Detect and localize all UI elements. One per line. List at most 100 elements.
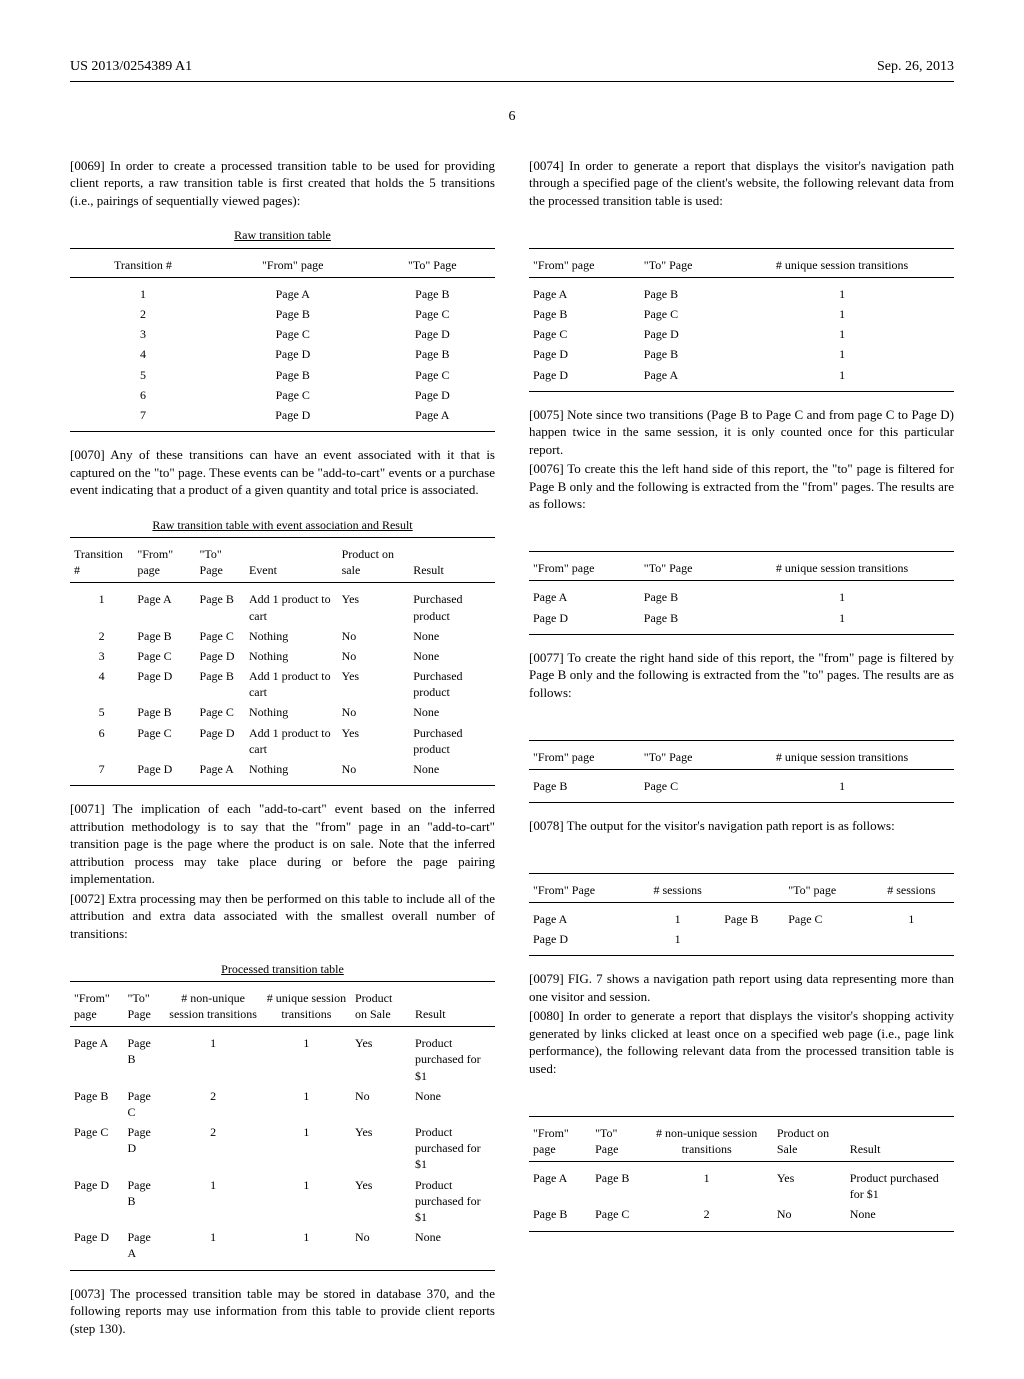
para-number: [0078] bbox=[529, 818, 564, 833]
table-row: 2Page BPage CNothingNoNone bbox=[70, 626, 495, 646]
col-header: "To" Page bbox=[640, 552, 730, 581]
table-row: Page D1 bbox=[529, 929, 954, 956]
table-row: Page DPage B1 bbox=[529, 344, 954, 364]
table-row: 5Page BPage C bbox=[70, 365, 495, 385]
col-header: Result bbox=[411, 981, 495, 1026]
page-number: 6 bbox=[70, 108, 954, 127]
col-header: Result bbox=[846, 1116, 954, 1161]
raw-transition-event-table: Raw transition table with event associat… bbox=[70, 517, 495, 786]
table-row: Page BPage C1 bbox=[529, 769, 954, 802]
processed-transition-table: Processed transition table "From" page "… bbox=[70, 961, 495, 1271]
para-text: Any of these transitions can have an eve… bbox=[70, 447, 495, 497]
col-header: Product on Sale bbox=[773, 1116, 846, 1161]
para-number: [0072] bbox=[70, 891, 105, 906]
table-top-rule bbox=[529, 227, 954, 248]
col-header: "To" page bbox=[784, 873, 869, 902]
para-text: Note since two transitions (Page B to Pa… bbox=[529, 407, 954, 457]
nav-path-output-table: "From" Page # sessions "To" page # sessi… bbox=[529, 853, 954, 957]
table-row: Page APage B11YesProduct purchased for $… bbox=[70, 1027, 495, 1086]
para-number: [0077] bbox=[529, 650, 564, 665]
col-header: "To" Page bbox=[124, 981, 165, 1026]
para-number: [0073] bbox=[70, 1286, 105, 1301]
col-header: "To" Page bbox=[196, 537, 245, 582]
col-header: "To" Page bbox=[640, 740, 730, 769]
col-header: "To" Page bbox=[370, 248, 495, 277]
col-header: Transition # bbox=[70, 248, 216, 277]
two-column-layout: [0069] In order to create a processed tr… bbox=[70, 157, 954, 1339]
table-row: Page A1Page BPage C1 bbox=[529, 902, 954, 929]
left-column: [0069] In order to create a processed tr… bbox=[70, 157, 495, 1339]
patent-page: US 2013/0254389 A1 Sep. 26, 2013 6 [0069… bbox=[0, 0, 1024, 1379]
paragraph-72: [0072] Extra processing may then be perf… bbox=[70, 890, 495, 943]
para-number: [0074] bbox=[529, 158, 564, 173]
table-top-rule bbox=[529, 719, 954, 740]
para-text: To create the right hand side of this re… bbox=[529, 650, 954, 700]
col-header: "From" page bbox=[529, 248, 640, 277]
paragraph-74: [0074] In order to generate a report tha… bbox=[529, 157, 954, 210]
paragraph-76: [0076] To create this the left hand side… bbox=[529, 460, 954, 513]
table-row: 4Page DPage B bbox=[70, 344, 495, 364]
col-header: # unique session transitions bbox=[730, 740, 954, 769]
table-row: 4Page DPage BAdd 1 product to cartYesPur… bbox=[70, 666, 495, 702]
col-header: "To" Page bbox=[591, 1116, 640, 1161]
col-header: # unique session transitions bbox=[262, 981, 351, 1026]
col-header: "From" Page bbox=[529, 873, 635, 902]
table-row: Page BPage C1 bbox=[529, 304, 954, 324]
table-row: 1Page APage BAdd 1 product to cartYesPur… bbox=[70, 583, 495, 626]
col-header: Result bbox=[409, 537, 495, 582]
col-header: "From" page bbox=[529, 1116, 591, 1161]
table-top-rule bbox=[529, 1096, 954, 1117]
paragraph-69: [0069] In order to create a processed tr… bbox=[70, 157, 495, 210]
col-header: Product on sale bbox=[338, 537, 410, 582]
col-header: # non-unique session transitions bbox=[640, 1116, 772, 1161]
table-row: Page DPage A11NoNone bbox=[70, 1227, 495, 1270]
table-top-rule bbox=[529, 853, 954, 874]
table-row: 7Page DPage A bbox=[70, 405, 495, 432]
para-number: [0076] bbox=[529, 461, 564, 476]
table-title: Raw transition table with event associat… bbox=[70, 517, 495, 538]
col-header: # unique session transitions bbox=[730, 552, 954, 581]
col-header: "From" page bbox=[216, 248, 370, 277]
table-row: Page DPage A1 bbox=[529, 365, 954, 392]
para-number: [0070] bbox=[70, 447, 105, 462]
table-row: 3Page CPage D bbox=[70, 324, 495, 344]
patent-date: Sep. 26, 2013 bbox=[877, 58, 954, 77]
paragraph-71: [0071] The implication of each "add-to-c… bbox=[70, 800, 495, 888]
paragraph-77: [0077] To create the right hand side of … bbox=[529, 649, 954, 702]
paragraph-78: [0078] The output for the visitor's navi… bbox=[529, 817, 954, 835]
unique-session-table-d: "From" page "To" Page # unique session t… bbox=[529, 227, 954, 391]
col-header: # sessions bbox=[635, 873, 720, 902]
para-text: The implication of each "add-to-cart" ev… bbox=[70, 801, 495, 886]
filtered-to-page-b-table: "From" page "To" Page # unique session t… bbox=[529, 531, 954, 635]
col-header: "From" page bbox=[133, 537, 195, 582]
col-header: Transition # bbox=[70, 537, 133, 582]
col-header: # unique session transitions bbox=[730, 248, 954, 277]
para-text: The processed transition table may be st… bbox=[70, 1286, 495, 1336]
table-row: Page CPage D1 bbox=[529, 324, 954, 344]
filtered-from-page-b-table: "From" page "To" Page # unique session t… bbox=[529, 719, 954, 803]
paragraph-80: [0080] In order to generate a report tha… bbox=[529, 1007, 954, 1077]
raw-transition-table: Raw transition table Transition # "From"… bbox=[70, 227, 495, 432]
table-title: Raw transition table bbox=[70, 227, 495, 248]
table-row: 3Page CPage DNothingNoNone bbox=[70, 646, 495, 666]
col-header: "From" page bbox=[70, 981, 124, 1026]
para-number: [0079] bbox=[529, 971, 564, 986]
para-text: In order to generate a report that displ… bbox=[529, 1008, 954, 1076]
paragraph-70: [0070] Any of these transitions can have… bbox=[70, 446, 495, 499]
table-row: Page DPage B11YesProduct purchased for $… bbox=[70, 1175, 495, 1228]
paragraph-75: [0075] Note since two transitions (Page … bbox=[529, 406, 954, 459]
table-row: 6Page CPage DAdd 1 product to cartYesPur… bbox=[70, 723, 495, 759]
right-column: [0074] In order to generate a report tha… bbox=[529, 157, 954, 1339]
page-link-performance-table: "From" page "To" Page # non-unique sessi… bbox=[529, 1096, 954, 1232]
table-row: Page BPage C21NoNone bbox=[70, 1086, 495, 1122]
table-row: 1Page APage B bbox=[70, 277, 495, 304]
para-text: Extra processing may then be performed o… bbox=[70, 891, 495, 941]
table-row: Page APage B1 bbox=[529, 277, 954, 304]
para-text: FIG. 7 shows a navigation path report us… bbox=[529, 971, 954, 1004]
page-header: US 2013/0254389 A1 Sep. 26, 2013 bbox=[70, 58, 954, 82]
table-row: 6Page CPage D bbox=[70, 385, 495, 405]
table-row: Page APage B1YesProduct purchased for $1 bbox=[529, 1162, 954, 1205]
table-row: Page DPage B1 bbox=[529, 608, 954, 635]
table-top-rule bbox=[529, 531, 954, 552]
para-number: [0080] bbox=[529, 1008, 564, 1023]
